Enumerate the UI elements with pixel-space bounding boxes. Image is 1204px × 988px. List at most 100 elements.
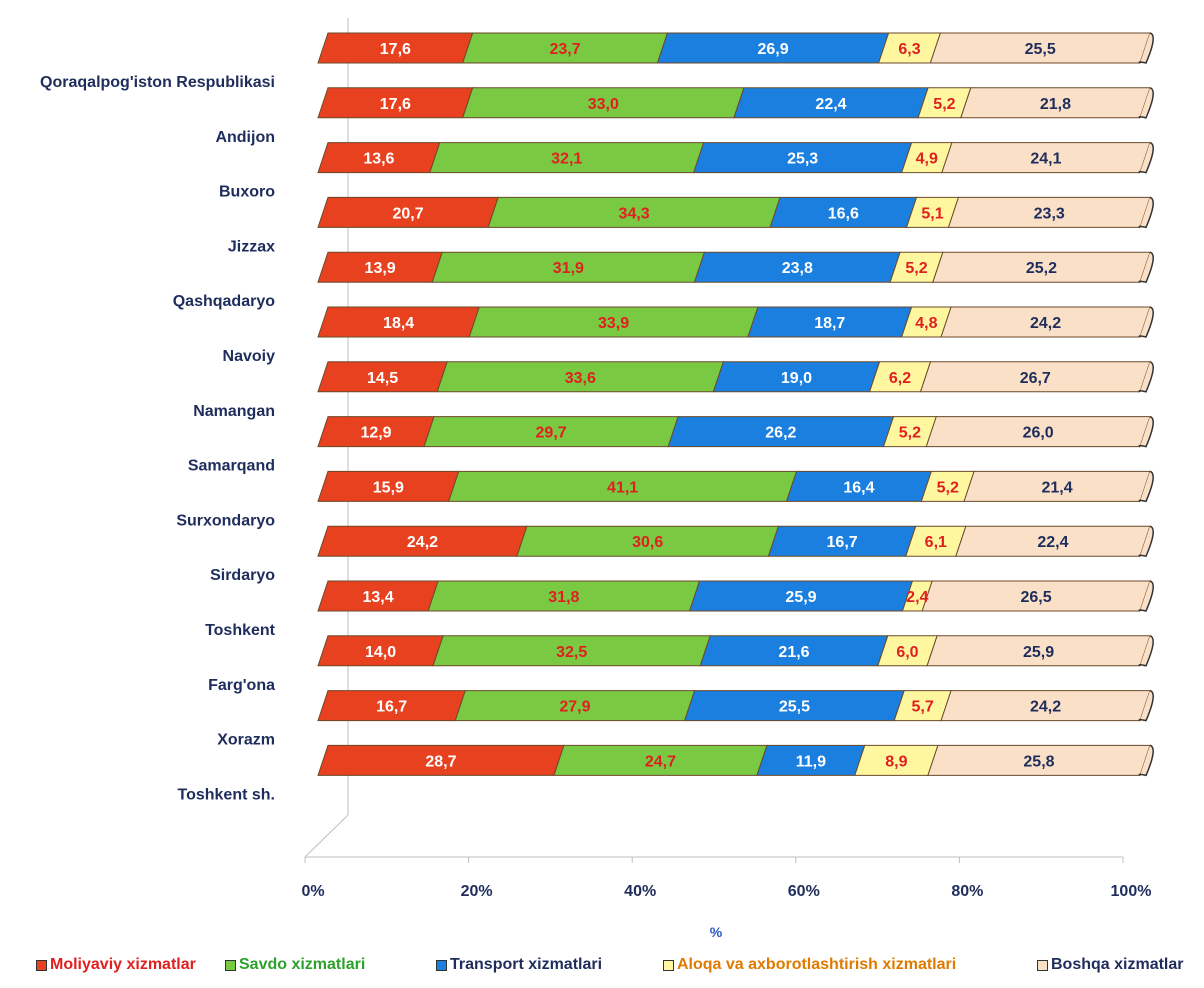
legend-item: Transport xizmatlari [436, 956, 602, 974]
value-label: 22,4 [1037, 534, 1068, 551]
category-label: Toshkent sh. [178, 786, 276, 803]
value-label: 6,3 [898, 41, 920, 58]
x-tick-label: 100% [1111, 883, 1152, 900]
bar-end-cap [1138, 87, 1154, 119]
x-tick-label: 40% [624, 883, 656, 900]
value-label: 31,8 [548, 589, 579, 606]
value-label: 34,3 [619, 205, 650, 222]
category-label: Samarqand [188, 458, 275, 475]
value-label: 4,8 [915, 315, 937, 332]
bar-end-cap [1138, 415, 1154, 448]
chart-legend: Moliyaviy xizmatlar Savdo xizmatlari Trans… [0, 952, 1204, 982]
value-label: 14,5 [367, 370, 398, 387]
value-label: 17,6 [380, 41, 411, 58]
bar-end-cap [1138, 470, 1154, 503]
legend-swatch [436, 959, 447, 971]
value-label: 24,7 [645, 753, 676, 770]
legend-swatch [36, 959, 47, 971]
value-label: 6,0 [896, 644, 918, 661]
category-label: Toshkent [205, 622, 276, 639]
value-label: 33,0 [588, 96, 619, 113]
value-label: 26,9 [757, 41, 788, 58]
legend-swatch [1037, 959, 1048, 971]
category-label: Namangan [193, 403, 275, 420]
value-label: 18,7 [814, 315, 845, 332]
legend-item: Moliyaviy xizmatlar [36, 956, 196, 974]
chart-svg: 0% 20% 40% 60% 80% 100%% Qoraqalpog'iston Resp… [40, 18, 1154, 940]
bar-end-cap [1138, 744, 1154, 777]
x-axis-title: % [710, 924, 723, 940]
value-label: 25,5 [1025, 41, 1056, 58]
value-label: 13,9 [365, 260, 396, 277]
legend-item: Savdo xizmatlari [225, 956, 365, 974]
value-label: 21,8 [1040, 96, 1071, 113]
value-label: 18,4 [383, 315, 414, 332]
value-label: 26,7 [1020, 370, 1051, 387]
bar-end-cap [1138, 32, 1154, 64]
value-label: 33,9 [598, 315, 629, 332]
value-label: 4,9 [916, 151, 938, 168]
value-label: 28,7 [425, 753, 456, 770]
value-label: 31,9 [553, 260, 584, 277]
value-label: 23,8 [782, 260, 813, 277]
category-label: Navoiy [223, 348, 276, 365]
bar-end-cap [1138, 251, 1154, 284]
value-label: 25,2 [1026, 260, 1057, 277]
value-label: 23,7 [550, 41, 581, 58]
value-label: 11,9 [796, 753, 826, 770]
legend-label: Transport xizmatlari [450, 956, 603, 973]
x-tick-label: 80% [951, 883, 983, 900]
category-label: Farg'ona [208, 677, 275, 694]
value-label: 21,6 [778, 644, 809, 661]
value-label: 30,6 [632, 534, 663, 551]
value-label: 15,9 [373, 479, 404, 496]
value-label: 16,4 [843, 479, 874, 496]
bar-end-cap [1138, 196, 1154, 229]
legend-label: Savdo xizmatlari [239, 956, 366, 973]
legend-label: Moliyaviy xizmatlar [50, 956, 196, 973]
value-label: 26,5 [1021, 589, 1052, 606]
category-label: Qashqadaryo [173, 293, 275, 310]
value-label: 32,1 [551, 151, 582, 168]
category-label: Sirdaryo [210, 567, 275, 584]
value-label: 17,6 [380, 96, 411, 113]
value-label: 16,7 [376, 699, 407, 716]
value-label: 12,9 [360, 425, 391, 442]
category-label: Andijon [215, 129, 275, 146]
value-label: 41,1 [607, 479, 638, 496]
x-tick-label: 20% [461, 883, 493, 900]
value-label: 24,2 [1030, 315, 1061, 332]
value-label: 5,2 [899, 425, 921, 442]
value-label: 19,0 [781, 370, 812, 387]
value-label: 24,1 [1030, 151, 1061, 168]
legend-label: Aloqa va axborotlashtirish xizmatlari [677, 956, 957, 973]
x-tick-label: 0% [301, 883, 324, 900]
value-label: 5,1 [921, 205, 943, 222]
value-label: 33,6 [565, 370, 596, 387]
category-label: Qoraqalpog'iston Respublikasi [40, 74, 275, 91]
value-label: 25,3 [787, 151, 818, 168]
bar-end-cap [1138, 525, 1154, 558]
value-label: 13,6 [363, 151, 394, 168]
value-label: 5,2 [905, 260, 927, 277]
legend-item: Aloqa va axborotlashtirish xizmatlari [663, 956, 956, 974]
category-label: Jizzax [228, 238, 275, 255]
value-label: 20,7 [393, 205, 424, 222]
value-label: 25,8 [1023, 753, 1054, 770]
value-label: 25,9 [1023, 644, 1054, 661]
value-label: 21,4 [1041, 479, 1072, 496]
category-label: Buxoro [219, 184, 275, 201]
category-label: Surxondaryo [176, 512, 275, 529]
value-label: 25,9 [785, 589, 816, 606]
value-label: 5,2 [933, 96, 955, 113]
value-label: 25,5 [779, 699, 810, 716]
value-label: 23,3 [1034, 205, 1065, 222]
legend-item: Boshqa xizmatlar [1037, 956, 1183, 974]
value-label: 27,9 [559, 699, 590, 716]
floor-depth-line [304, 814, 349, 858]
value-label: 6,1 [925, 534, 947, 551]
value-label: 26,2 [765, 425, 796, 442]
value-label: 13,4 [363, 589, 394, 606]
value-label: 24,2 [1030, 699, 1061, 716]
value-label: 8,9 [885, 753, 907, 770]
